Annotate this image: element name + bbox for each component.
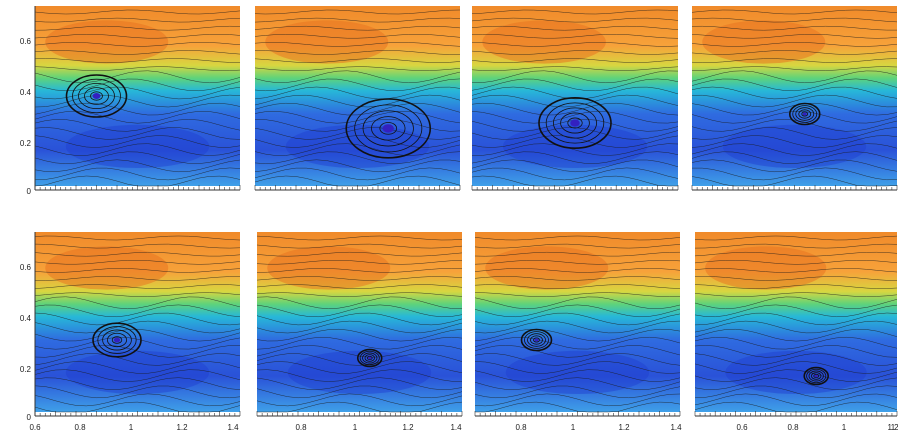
- x-tick-label: 1.2: [618, 423, 630, 432]
- y-tick-label: 0.2: [20, 139, 32, 148]
- x-tick-label: 0.6: [736, 423, 748, 432]
- x-tick-label: 1: [842, 423, 847, 432]
- panel: [255, 6, 460, 190]
- x-tick-label: 1.2: [176, 423, 188, 432]
- x-tick-label: 0.8: [74, 423, 86, 432]
- contour-blob: [66, 125, 210, 168]
- x-tick-label: 1: [891, 423, 896, 432]
- panel: [695, 232, 897, 416]
- x-tick-label: 0.6: [29, 423, 41, 432]
- vortex-core: [114, 338, 120, 343]
- vortex-core: [535, 339, 539, 342]
- panel: [257, 232, 462, 416]
- vortex-core: [383, 124, 394, 132]
- vortex-core: [570, 119, 580, 126]
- contour-blob: [267, 246, 390, 289]
- y-tick-label: 0: [27, 187, 32, 196]
- panel: [35, 232, 240, 416]
- x-tick-label: 1: [129, 423, 134, 432]
- vortex-core: [368, 357, 371, 359]
- x-tick-label: 1: [571, 423, 576, 432]
- contour-blob: [66, 351, 210, 394]
- contour-blob: [45, 20, 168, 63]
- x-tick-label: 1.2: [402, 423, 414, 432]
- x-tick-label: 0.8: [515, 423, 527, 432]
- x-tick-label: 1.4: [227, 423, 239, 432]
- y-tick-label: 0.4: [20, 314, 32, 323]
- y-tick-label: 0.2: [20, 365, 32, 374]
- panel: [475, 232, 680, 416]
- panel: [35, 6, 240, 190]
- contour-blob: [288, 351, 432, 394]
- contour-blob: [702, 20, 825, 63]
- x-tick-label: 0.8: [787, 423, 799, 432]
- vortex-core: [815, 375, 818, 377]
- y-tick-label: 0.6: [20, 37, 32, 46]
- x-tick-label: 0.8: [295, 423, 307, 432]
- x-tick-label: 1: [353, 423, 358, 432]
- y-tick-label: 0: [27, 413, 32, 422]
- vortex-core: [93, 93, 101, 99]
- vortex-core: [803, 113, 807, 116]
- panel: [472, 6, 678, 190]
- x-tick-label: 1.4: [450, 423, 462, 432]
- x-tick-label: 1.4: [670, 423, 682, 432]
- contour-blob: [482, 20, 606, 63]
- contour-blob: [45, 246, 168, 289]
- contour-blob: [485, 246, 608, 289]
- figure: 0.60.40.200.60.40.200.60.811.21.40.811.2…: [0, 0, 898, 436]
- panel: [692, 6, 897, 190]
- y-tick-label: 0.6: [20, 263, 32, 272]
- y-tick-label: 0.4: [20, 88, 32, 97]
